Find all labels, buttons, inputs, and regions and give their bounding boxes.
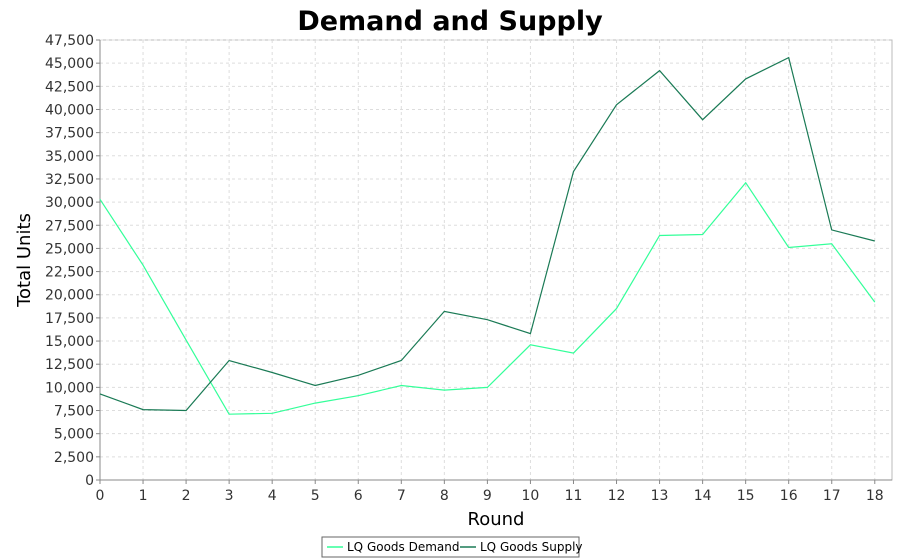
axes: 0 2,500 5,000 7,500 10,000 12,500 15,000 17,500… bbox=[45, 33, 892, 504]
y-tick-label: 32,500 bbox=[45, 172, 94, 188]
y-tick-label: 2,500 bbox=[54, 450, 94, 466]
grid bbox=[100, 39, 892, 480]
x-tick-label: 10 bbox=[522, 488, 540, 504]
y-tick-label: 17,500 bbox=[45, 311, 94, 327]
y-tick-label: 42,500 bbox=[45, 79, 94, 95]
y-tick-label: 10,000 bbox=[45, 380, 94, 396]
x-tick-label: 17 bbox=[823, 488, 841, 504]
x-tick-label: 0 bbox=[96, 488, 105, 504]
y-tick-label: 5,000 bbox=[54, 427, 94, 443]
x-tick-label: 16 bbox=[780, 488, 798, 504]
legend-box bbox=[321, 536, 580, 558]
y-tick-label: 15,000 bbox=[45, 334, 94, 350]
series-line-1 bbox=[99, 56, 875, 412]
x-tick-label: 12 bbox=[608, 488, 626, 504]
y-tick-label: 30,000 bbox=[45, 195, 94, 211]
x-tick-label: 5 bbox=[311, 488, 320, 504]
x-tick-label: 6 bbox=[354, 488, 363, 504]
x-tick-label: 18 bbox=[866, 488, 884, 504]
legend: LQ Goods Demand LQ Goods Supply bbox=[321, 536, 583, 558]
legend-label-1: LQ Goods Supply bbox=[480, 540, 583, 554]
x-tick-label: 8 bbox=[440, 488, 449, 504]
x-tick-label: 2 bbox=[182, 488, 191, 504]
series-layer bbox=[99, 56, 876, 415]
x-tick-label: 7 bbox=[397, 488, 406, 504]
y-tick-label: 25,000 bbox=[45, 241, 94, 257]
x-tick-label: 3 bbox=[225, 488, 234, 504]
x-tick-label: 4 bbox=[268, 488, 277, 504]
x-tick-label: 11 bbox=[565, 488, 583, 504]
y-tick-label: 12,500 bbox=[45, 357, 94, 373]
y-tick-label: 37,500 bbox=[45, 126, 94, 142]
y-tick-label: 22,500 bbox=[45, 265, 94, 281]
series-line-0 bbox=[99, 181, 876, 415]
y-tick-label: 0 bbox=[85, 473, 94, 489]
x-tick-label: 1 bbox=[139, 488, 148, 504]
y-tick-label: 7,500 bbox=[54, 404, 94, 420]
y-tick-label: 47,500 bbox=[45, 33, 94, 49]
chart-title: Demand and Supply bbox=[297, 6, 603, 37]
y-tick-label: 35,000 bbox=[45, 149, 94, 165]
x-axis-label: Round bbox=[468, 509, 525, 530]
x-tick-label: 13 bbox=[651, 488, 669, 504]
y-tick-label: 45,000 bbox=[45, 56, 94, 72]
plot-area bbox=[99, 39, 893, 481]
legend-label-0: LQ Goods Demand bbox=[347, 540, 460, 554]
y-tick-label: 40,000 bbox=[45, 102, 94, 118]
x-tick-label: 15 bbox=[737, 488, 755, 504]
y-axis-label: Total Units bbox=[14, 213, 35, 308]
y-tick-label: 20,000 bbox=[45, 288, 94, 304]
x-tick-label: 14 bbox=[694, 488, 712, 504]
y-tick-label: 27,500 bbox=[45, 218, 94, 234]
x-tick-label: 9 bbox=[483, 488, 492, 504]
